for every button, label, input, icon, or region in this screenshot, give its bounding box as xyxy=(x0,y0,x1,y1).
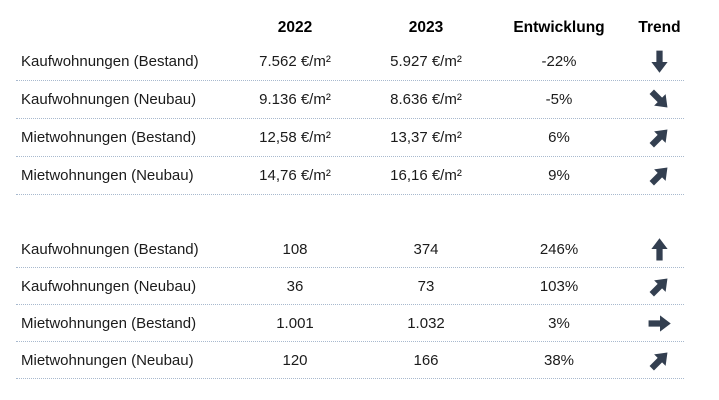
trend-cell xyxy=(635,237,684,262)
arrow-down-icon xyxy=(651,50,668,73)
trend-cell xyxy=(635,348,684,373)
value-2023: 5.927 €/m² xyxy=(390,53,462,70)
row-label: Kaufwohnungen (Bestand) xyxy=(21,240,199,258)
table-row-listing-counts-1: Kaufwohnungen (Neubau) 36 73 103% xyxy=(16,268,684,305)
arrow-up-icon xyxy=(651,237,668,260)
value-2022: 14,76 €/m² xyxy=(259,167,331,184)
value-entwicklung: -22% xyxy=(541,53,577,70)
trend-cell xyxy=(635,49,684,74)
table-row-prices-per-sqm-3: Mietwohnungen (Neubau) 14,76 €/m² 16,16 … xyxy=(16,157,684,195)
table-row-listing-counts-3: Mietwohnungen (Neubau) 120 166 38% xyxy=(16,342,684,379)
trend-cell xyxy=(635,311,684,336)
trend-cell xyxy=(635,163,684,188)
table-section-prices-per-sqm: Kaufwohnungen (Bestand) 7.562 €/m² 5.927… xyxy=(16,43,684,195)
value-entwicklung: 9% xyxy=(548,167,570,184)
trend-cell xyxy=(635,87,684,112)
header-entwicklung: Entwicklung xyxy=(513,18,605,36)
value-2022: 7.562 €/m² xyxy=(259,53,331,70)
arrow-up-right-icon xyxy=(649,167,668,186)
row-label: Kaufwohnungen (Bestand) xyxy=(21,53,199,70)
row-label: Kaufwohnungen (Neubau) xyxy=(21,91,197,108)
header-trend: Trend xyxy=(638,18,681,36)
arrow-up-right-icon xyxy=(649,278,668,296)
value-2023: 1.032 xyxy=(407,314,445,332)
table-section-listing-counts: Kaufwohnungen (Bestand) 108 374 246% Kau… xyxy=(16,231,684,379)
arrow-right-icon xyxy=(648,314,671,332)
table-row-listing-counts-2: Mietwohnungen (Bestand) 1.001 1.032 3% xyxy=(16,305,684,342)
value-entwicklung: 38% xyxy=(543,351,575,369)
value-2023: 73 xyxy=(417,277,435,295)
value-2023: 8.636 €/m² xyxy=(390,91,462,108)
table-body: Kaufwohnungen (Bestand) 7.562 €/m² 5.927… xyxy=(16,43,684,379)
value-2022: 12,58 €/m² xyxy=(259,129,331,146)
value-2022: 120 xyxy=(282,351,308,369)
comparison-table: 2022 2023 Entwicklung Trend Kaufwohnunge… xyxy=(16,0,684,379)
row-label: Kaufwohnungen (Neubau) xyxy=(21,277,197,295)
row-label: Mietwohnungen (Bestand) xyxy=(21,314,197,332)
value-2022: 1.001 xyxy=(276,314,314,332)
row-label: Mietwohnungen (Bestand) xyxy=(21,129,197,146)
value-2022: 36 xyxy=(286,277,304,295)
row-label: Mietwohnungen (Neubau) xyxy=(21,351,194,369)
table-header-row: 2022 2023 Entwicklung Trend xyxy=(16,12,684,43)
header-2022: 2022 xyxy=(277,18,313,36)
arrow-down-right-icon xyxy=(649,89,668,108)
row-label: Mietwohnungen (Neubau) xyxy=(21,167,194,184)
value-entwicklung: 3% xyxy=(548,314,570,332)
value-2023: 374 xyxy=(413,240,439,258)
trend-cell xyxy=(635,274,684,299)
value-2023: 16,16 €/m² xyxy=(390,167,462,184)
value-2023: 13,37 €/m² xyxy=(390,129,462,146)
value-2022: 9.136 €/m² xyxy=(259,91,331,108)
value-entwicklung: 103% xyxy=(539,277,579,295)
value-2023: 166 xyxy=(413,351,439,369)
arrow-up-right-icon xyxy=(649,352,668,370)
table-row-prices-per-sqm-1: Kaufwohnungen (Neubau) 9.136 €/m² 8.636 … xyxy=(16,81,684,119)
value-entwicklung: 246% xyxy=(539,240,579,258)
value-2022: 108 xyxy=(282,240,308,258)
table-row-prices-per-sqm-0: Kaufwohnungen (Bestand) 7.562 €/m² 5.927… xyxy=(16,43,684,81)
header-2023: 2023 xyxy=(408,18,444,36)
value-entwicklung: -5% xyxy=(545,91,573,108)
table-row-listing-counts-0: Kaufwohnungen (Bestand) 108 374 246% xyxy=(16,231,684,268)
value-entwicklung: 6% xyxy=(548,129,570,146)
trend-cell xyxy=(635,125,684,150)
arrow-up-right-icon xyxy=(649,129,668,148)
table-row-prices-per-sqm-2: Mietwohnungen (Bestand) 12,58 €/m² 13,37… xyxy=(16,119,684,157)
